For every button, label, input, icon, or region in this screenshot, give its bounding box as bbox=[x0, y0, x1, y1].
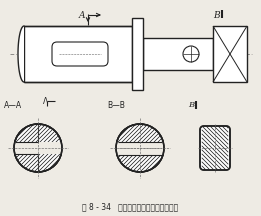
Bar bbox=[38, 142, 64, 154]
Circle shape bbox=[116, 124, 164, 172]
Polygon shape bbox=[18, 26, 24, 82]
Text: A—A: A—A bbox=[4, 100, 22, 110]
Bar bbox=[13, 142, 63, 154]
Bar bbox=[115, 141, 165, 154]
FancyBboxPatch shape bbox=[52, 42, 108, 66]
Bar bbox=[213, 26, 247, 82]
Text: A: A bbox=[79, 11, 86, 19]
Text: Λ: Λ bbox=[43, 97, 48, 106]
Circle shape bbox=[14, 124, 62, 172]
Circle shape bbox=[183, 46, 199, 62]
Text: B: B bbox=[188, 101, 194, 109]
FancyBboxPatch shape bbox=[200, 126, 230, 170]
Bar bbox=[132, 18, 143, 90]
Text: 图 8 - 34   移出断面的配置和标注（一）: 图 8 - 34 移出断面的配置和标注（一） bbox=[82, 203, 178, 211]
Bar bbox=[24, 26, 132, 82]
Bar bbox=[143, 38, 213, 70]
Text: B—B: B—B bbox=[107, 100, 125, 110]
Text: B: B bbox=[213, 11, 220, 19]
